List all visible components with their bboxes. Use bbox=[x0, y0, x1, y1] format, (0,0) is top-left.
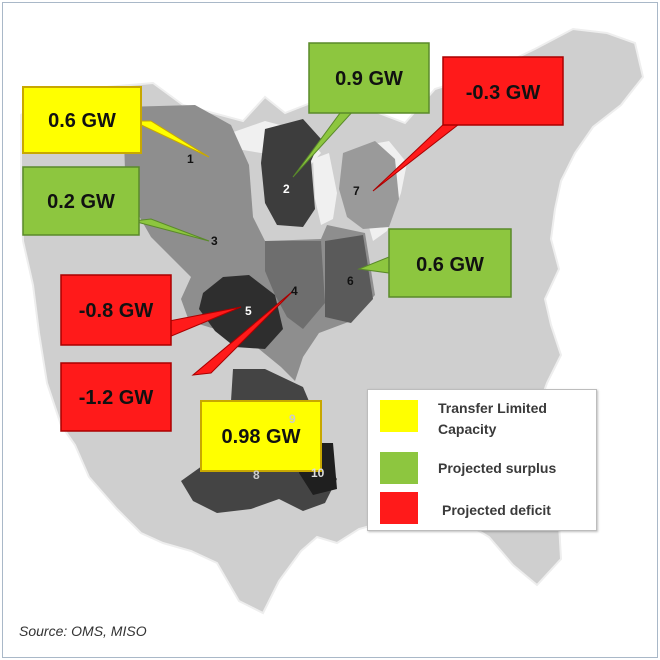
callout-label: 0.9 GW bbox=[335, 68, 403, 90]
zone-number-5: 5 bbox=[245, 304, 252, 318]
zone-5-region bbox=[199, 275, 283, 349]
callout-label: -0.3 GW bbox=[466, 82, 541, 104]
callout-zone-4: -1.2 GW bbox=[60, 362, 172, 432]
legend-item-surplus: Projected surplus bbox=[368, 452, 596, 492]
legend-swatch bbox=[380, 492, 418, 524]
legend-item-transfer-limited: Transfer Limited Capacity bbox=[368, 398, 596, 438]
callout-zone-8: 0.98 GW bbox=[200, 400, 322, 472]
callout-label: 0.6 GW bbox=[416, 254, 484, 276]
legend-label: Projected deficit bbox=[442, 502, 551, 518]
lake-michigan bbox=[313, 153, 337, 225]
zone-number-1: 1 bbox=[187, 152, 194, 166]
zone-number-6: 6 bbox=[347, 274, 354, 288]
legend-label-line2: Capacity bbox=[438, 421, 497, 437]
zone-number-2: 2 bbox=[283, 182, 290, 196]
zone-4-region bbox=[265, 241, 325, 329]
source-caption: Source: OMS, MISO bbox=[19, 623, 147, 639]
callout-zone-3: 0.2 GW bbox=[22, 166, 140, 236]
callout-zone-1: 0.6 GW bbox=[22, 86, 142, 154]
legend-swatch bbox=[380, 452, 418, 484]
zone-number-7: 7 bbox=[353, 184, 360, 198]
zone-2-region bbox=[261, 119, 321, 227]
callout-zone-6: 0.6 GW bbox=[388, 228, 512, 298]
legend-swatch bbox=[380, 400, 418, 432]
callout-label: -0.8 GW bbox=[79, 300, 154, 322]
zone-number-10: 10 bbox=[311, 466, 325, 480]
callout-label: 0.6 GW bbox=[48, 110, 116, 132]
legend-item-deficit: Projected deficit bbox=[368, 492, 596, 532]
zone-number-4: 4 bbox=[291, 284, 298, 298]
callout-label: 0.98 GW bbox=[222, 426, 301, 448]
legend-label: Transfer Limited Capacity bbox=[438, 398, 547, 440]
zone-number-8: 8 bbox=[253, 468, 260, 482]
zone-7-region bbox=[339, 141, 399, 229]
zone-number-3: 3 bbox=[211, 234, 218, 248]
callout-label: 0.2 GW bbox=[47, 191, 115, 213]
miso-zone-map: 0.6 GW 0.9 GW -0.3 GW 0.2 GW 0.6 GW -0.8… bbox=[20, 27, 645, 615]
callout-label: -1.2 GW bbox=[79, 387, 154, 409]
callout-zone-2: 0.9 GW bbox=[308, 42, 430, 114]
legend-label: Projected surplus bbox=[438, 460, 557, 476]
legend: Transfer Limited Capacity Projected surp… bbox=[367, 389, 597, 531]
legend-label-line1: Transfer Limited bbox=[438, 400, 547, 416]
callout-zone-5: -0.8 GW bbox=[60, 274, 172, 346]
zone-6-region bbox=[325, 235, 373, 323]
callout-zone-7: -0.3 GW bbox=[442, 56, 564, 126]
callout-pointer-zone-3 bbox=[132, 218, 210, 242]
callout-pointer-zone-4 bbox=[191, 290, 294, 376]
zone-number-9: 9 bbox=[289, 412, 296, 426]
